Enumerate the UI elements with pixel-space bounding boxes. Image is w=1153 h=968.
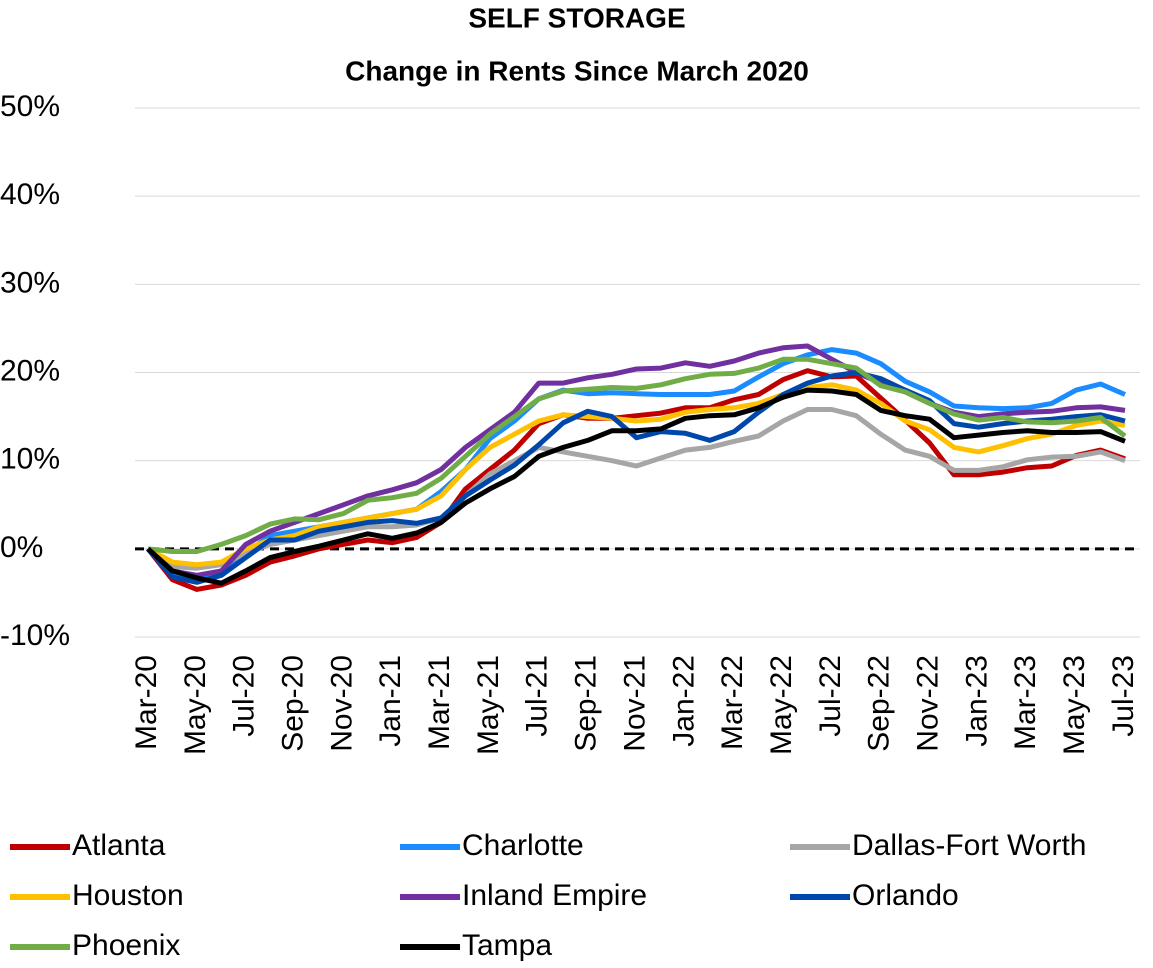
y-tick-label: 30% <box>0 266 60 299</box>
x-tick-label: May-23 <box>1058 655 1091 755</box>
x-tick-label: Jul-22 <box>814 655 847 737</box>
series-line <box>146 407 1126 571</box>
x-tick-label: Mar-23 <box>1009 655 1042 750</box>
series-line <box>147 356 1127 554</box>
y-tick-label: 0% <box>0 531 43 564</box>
chart-subtitle: Change in Rents Since March 2020 <box>345 55 809 86</box>
x-tick-label: Sep-22 <box>863 655 896 752</box>
x-tick-label: Nov-20 <box>325 655 358 752</box>
x-tick-label: Mar-22 <box>716 655 749 750</box>
x-tick-label: Sep-20 <box>276 655 309 752</box>
legend-label: Inland Empire <box>462 879 647 912</box>
series-line <box>146 368 1126 592</box>
y-tick-label: 10% <box>0 443 60 476</box>
x-tick-label: Jul-20 <box>228 655 261 737</box>
x-tick-label: May-21 <box>472 655 505 755</box>
legend-label: Houston <box>72 879 184 912</box>
x-tick-label: Jul-23 <box>1107 655 1140 737</box>
legend-label: Orlando <box>852 879 959 912</box>
x-tick-label: Nov-22 <box>912 655 945 752</box>
legend-label: Charlotte <box>462 829 584 862</box>
y-tick-label: -10% <box>0 619 70 652</box>
y-tick-label: 50% <box>0 90 60 123</box>
chart-title: SELF STORAGE <box>468 2 685 33</box>
y-tick-label: 20% <box>0 354 60 387</box>
x-tick-label: Sep-21 <box>570 655 603 752</box>
series-line <box>146 387 1126 586</box>
series-line <box>146 382 1126 568</box>
x-tick-label: Jul-21 <box>521 655 554 737</box>
x-tick-label: Jan-22 <box>667 655 700 747</box>
x-tick-label: Jan-21 <box>374 655 407 747</box>
legend-label: Dallas-Fort Worth <box>852 829 1087 862</box>
x-tick-label: Mar-20 <box>130 655 163 750</box>
x-tick-label: Nov-21 <box>618 655 651 752</box>
x-tick-label: Jan-23 <box>960 655 993 747</box>
y-tick-label: 40% <box>0 178 60 211</box>
x-tick-label: Mar-21 <box>423 655 456 750</box>
legend-label: Tampa <box>462 929 552 962</box>
legend-label: Atlanta <box>72 829 166 862</box>
x-tick-label: May-22 <box>765 655 798 755</box>
legend-label: Phoenix <box>72 929 180 962</box>
x-tick-label: May-20 <box>179 655 212 755</box>
series-line <box>146 370 1126 585</box>
